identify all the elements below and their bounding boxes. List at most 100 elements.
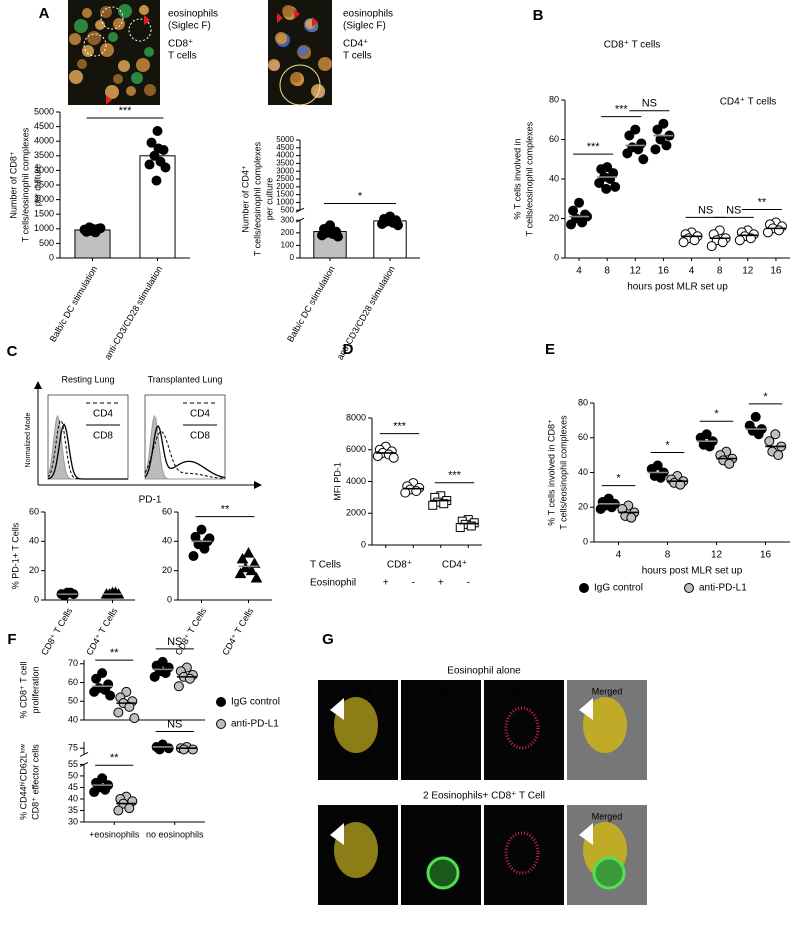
data-point (149, 671, 160, 682)
y-tick-label: 20 (162, 565, 172, 575)
panel-letter: A (39, 5, 50, 22)
y-axis-label: T cells/eosinophil complexes (524, 121, 534, 236)
data-point (606, 502, 617, 513)
data-point (121, 686, 132, 697)
y-tick-label: 75 (68, 743, 78, 753)
significance-label: * (665, 439, 670, 451)
micrograph-label: CD8⁺ (168, 39, 193, 50)
data-point (97, 668, 108, 679)
y-tick-label: 500 (281, 205, 295, 214)
y-tick-label: 35 (68, 805, 78, 815)
y-axis-label: T cells/eosinophil complexes (558, 415, 568, 530)
y-tick-label: 60 (162, 506, 172, 516)
y-tick-label: 5000 (276, 135, 294, 144)
panel-letter: D (343, 341, 354, 358)
data-point (400, 487, 411, 498)
data-point (163, 743, 174, 754)
x-tick-label: 12 (711, 550, 723, 561)
y-axis-label: % PD-1+ T Cells (10, 522, 20, 589)
y-tick-label: 45 (68, 782, 78, 792)
cell (82, 8, 92, 18)
data-point (661, 140, 672, 151)
arrowhead (294, 9, 300, 19)
data-point (439, 499, 449, 509)
data-point (91, 673, 102, 684)
data-point (704, 441, 715, 452)
panel-letter: G (322, 631, 334, 648)
y-tick-label: 100 (281, 241, 295, 250)
x-tick-label: CD4⁺ T Cells (220, 606, 255, 657)
data-point (675, 479, 686, 490)
legend-marker (684, 583, 694, 593)
legend-label: IgG control (231, 697, 280, 708)
significance-label: ** (110, 752, 119, 764)
data-point (630, 124, 641, 135)
micrograph (484, 805, 564, 905)
y-tick-label: 300 (281, 215, 295, 224)
y-tick-label: 4500 (34, 121, 54, 131)
y-tick-label: 0 (361, 539, 366, 549)
x-tick-label: 8 (604, 266, 610, 277)
x-tick-label: - (467, 578, 470, 589)
y-tick-label: 2000 (346, 508, 366, 518)
y-tick-label: 1000 (276, 198, 294, 207)
data-point (317, 230, 327, 241)
y-tick-label: 80 (549, 94, 559, 104)
y-axis-label: per culture (32, 164, 42, 207)
x-tick-label: 12 (630, 266, 642, 277)
legend-label: CD8 (190, 431, 210, 442)
x-tick-label: anti-CD3/CD28 stimulation (102, 264, 164, 361)
highlight-ring (128, 18, 152, 42)
y-axis-label: per culture (264, 178, 274, 221)
arrowhead (144, 15, 150, 25)
data-point (173, 681, 184, 692)
group-label: CD8⁺ (387, 560, 412, 571)
cell (77, 59, 87, 69)
significance-label: *** (119, 105, 133, 117)
data-point (455, 523, 465, 533)
micrograph-label: (Siglec F) (343, 21, 386, 32)
t-cell (426, 856, 460, 890)
x-axis-label: hours post MLR set up (627, 282, 728, 293)
significance-label: NS (726, 204, 741, 216)
data-point (324, 222, 334, 233)
y-tick-label: 0 (167, 594, 172, 604)
cell (275, 32, 287, 44)
data-point (146, 137, 157, 148)
y-tick-label: 20 (549, 213, 559, 223)
cell (69, 70, 83, 84)
data-point (724, 458, 735, 469)
data-point (89, 686, 100, 697)
legend-label: CD4 (93, 409, 113, 420)
plot-title: Resting Lung (61, 374, 114, 384)
data-point (753, 429, 764, 440)
micrograph-label: (Siglec F) (168, 21, 211, 32)
data-point (196, 524, 207, 535)
data-point (89, 787, 100, 798)
significance-label: NS (698, 204, 713, 216)
micrograph-label: T cells (168, 51, 197, 62)
channel-label: Merged (592, 811, 623, 821)
x-tick-label: +eosinophils (89, 829, 140, 839)
y-axis-label: % T cells involved in (512, 138, 522, 219)
t-cell (592, 856, 626, 890)
micrograph (401, 680, 481, 780)
y-axis-label: Number of CD4⁺ (240, 165, 250, 233)
cell (113, 74, 123, 84)
axis-label: Normalized Mode (25, 412, 32, 467)
x-tick-label: 4 (576, 266, 582, 277)
y-axis-label: T cells/eosinophil complexes (20, 127, 30, 242)
data-point (764, 436, 775, 447)
cell (100, 6, 112, 18)
cell (74, 19, 88, 33)
cell (268, 59, 280, 71)
channel-label: CD8 (432, 811, 450, 821)
data-point (187, 744, 198, 755)
data-point (199, 543, 210, 554)
micrograph-title: Eosinophil alone (447, 666, 521, 677)
y-tick-label: 80 (578, 397, 588, 407)
cell (311, 84, 325, 98)
y-tick-label: 3500 (34, 150, 54, 160)
isotype-histogram (144, 414, 225, 480)
